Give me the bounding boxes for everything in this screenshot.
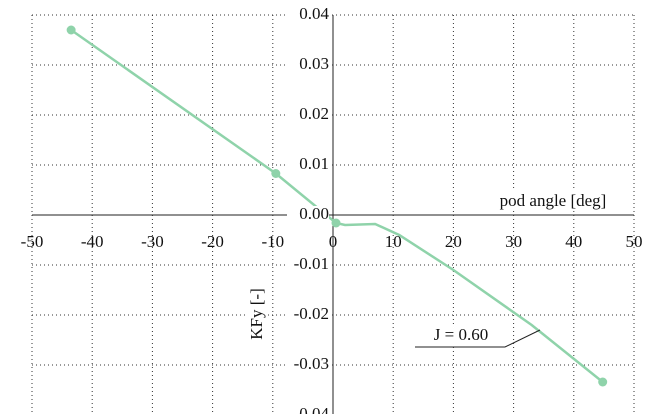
- label-bg: [287, 206, 329, 224]
- label-bg: [248, 282, 268, 346]
- y-tick-label: 0.03: [299, 54, 329, 73]
- x-tick-label: 20: [445, 232, 462, 251]
- label-bg: [287, 256, 329, 274]
- x-tick-label: -50: [21, 232, 44, 251]
- x-tick-label: 30: [505, 232, 522, 251]
- data-point: [66, 25, 76, 35]
- data-point: [271, 169, 281, 178]
- x-tick-label: 10: [385, 232, 402, 251]
- annotation: J = 0.60: [434, 325, 488, 344]
- label-bg: [287, 6, 329, 24]
- label-bg: [287, 406, 329, 414]
- label-bg: [287, 156, 329, 174]
- y-tick-label: 0.02: [299, 104, 329, 123]
- x-tick-label: -40: [81, 232, 104, 251]
- y-tick-label: -0.03: [294, 354, 329, 373]
- leader-line: [415, 329, 541, 348]
- y-axis-title: KFy [-]: [247, 288, 266, 339]
- label-bg: [476, 191, 630, 211]
- y-tick-label: 0.01: [299, 154, 329, 173]
- x-tick-label: -10: [261, 232, 284, 251]
- y-tick-label: -0.02: [294, 304, 329, 323]
- x-tick-label: 0: [329, 232, 338, 251]
- y-tick-label: -0.01: [294, 254, 329, 273]
- y-tick-label: 0.04: [299, 4, 329, 23]
- data-point: [331, 218, 341, 228]
- label-bg: [287, 306, 329, 324]
- label-bg: [287, 356, 329, 374]
- x-tick-label: -20: [201, 232, 224, 251]
- data-line: [70, 28, 604, 383]
- data-point: [598, 377, 608, 387]
- x-axis-title: pod angle [deg]: [500, 191, 607, 210]
- label-bg: [420, 326, 502, 345]
- x-tick-label: 40: [565, 232, 582, 251]
- y-tick-label: -0.04: [294, 404, 330, 414]
- x-tick-label: 50: [626, 232, 643, 251]
- x-tick-label: -30: [141, 232, 164, 251]
- label-bg: [287, 106, 329, 124]
- label-bg: [287, 56, 329, 74]
- y-tick-label: 0.00: [299, 204, 329, 223]
